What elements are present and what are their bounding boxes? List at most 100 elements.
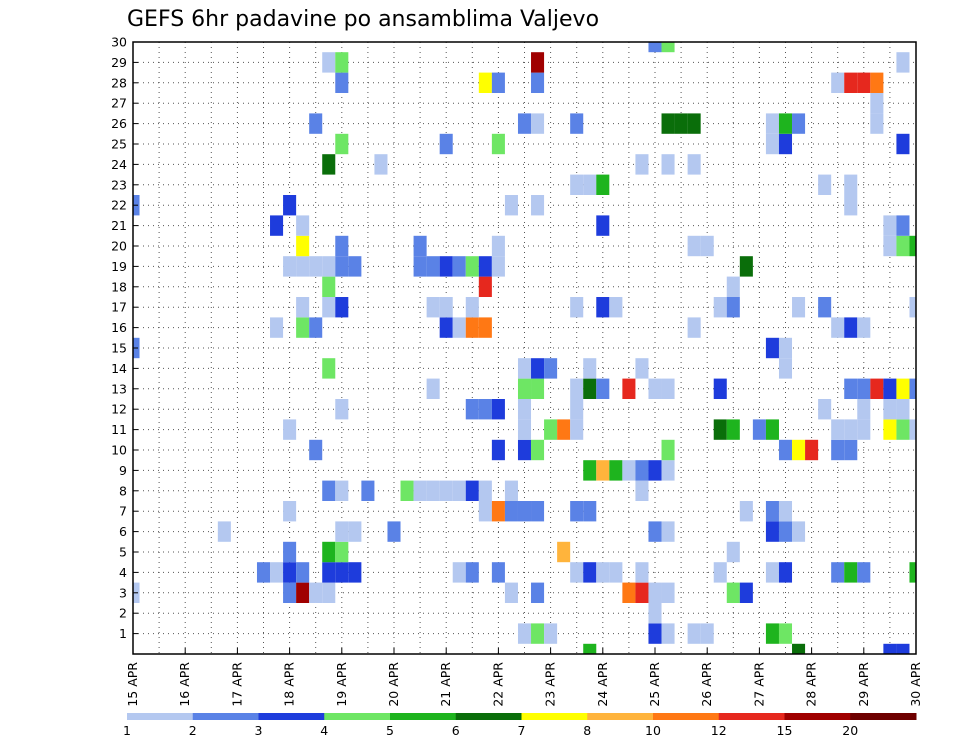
- heatmap-cell: [309, 256, 323, 277]
- heatmap-cell: [557, 419, 571, 440]
- heatmap-cell: [557, 541, 571, 563]
- heatmap-cell: [478, 501, 492, 522]
- x-tick-label: 15 APR: [125, 662, 140, 707]
- heatmap-cell: [648, 378, 662, 399]
- y-axis-ticks: 1234567891011121314151617181920212223242…: [111, 35, 138, 641]
- heatmap-cell: [909, 297, 916, 318]
- heatmap-cell: [439, 133, 453, 155]
- heatmap-cell: [857, 562, 871, 583]
- heatmap-cell: [504, 501, 518, 522]
- heatmap-cell: [831, 439, 845, 461]
- heatmap-cell: [270, 317, 284, 338]
- heatmap-cell: [570, 297, 584, 318]
- heatmap-cell: [739, 501, 753, 522]
- heatmap-cell: [687, 113, 701, 134]
- heatmap-cell: [831, 72, 845, 93]
- legend-label: 15: [777, 723, 793, 738]
- heatmap-cell: [309, 439, 323, 461]
- heatmap-cell: [335, 52, 349, 73]
- heatmap-cell: [765, 133, 779, 155]
- x-tick-label: 19 APR: [334, 662, 349, 707]
- heatmap-cell: [687, 623, 701, 644]
- heatmap-cell: [792, 643, 806, 654]
- heatmap-cell: [452, 317, 466, 338]
- heatmap-cell: [844, 72, 858, 93]
- heatmap-cell: [426, 378, 440, 399]
- heatmap-cell: [818, 297, 832, 318]
- heatmap-cell: [335, 256, 349, 277]
- legend-swatch: [521, 713, 588, 720]
- heatmap-cell: [648, 582, 662, 603]
- heatmap-cell: [648, 460, 662, 481]
- legend-label: 6: [452, 723, 460, 738]
- x-tick-label: 18 APR: [282, 662, 297, 707]
- heatmap-cell: [517, 378, 532, 399]
- x-tick-label: 20 APR: [386, 662, 401, 707]
- color-legend: 1 2 3 4 5 6 7 8 10 12 15 20: [123, 713, 917, 738]
- heatmap-cell: [413, 256, 427, 277]
- heatmap-cell: [322, 582, 336, 603]
- heatmap-cell: [726, 297, 740, 318]
- y-tick-label: 24: [111, 157, 127, 172]
- heatmap-cell: [661, 113, 675, 134]
- heatmap-cell: [857, 317, 871, 338]
- heatmap-cell: [622, 582, 636, 603]
- heatmap-cell: [778, 623, 793, 644]
- legend-label: 12: [711, 723, 727, 738]
- heatmap-cell: [531, 52, 545, 73]
- y-tick-label: 19: [111, 259, 127, 274]
- heatmap-cell: [726, 419, 740, 440]
- heatmap-cell: [517, 501, 532, 522]
- legend-swatch: [324, 713, 391, 720]
- y-tick-label: 14: [111, 361, 127, 376]
- heatmap-cell: [335, 541, 349, 563]
- heatmap-cell: [439, 297, 453, 318]
- legend-swatch: [784, 713, 851, 720]
- heatmap-cell: [348, 256, 362, 277]
- heatmap-cell: [739, 582, 753, 603]
- heatmap-cell: [322, 256, 336, 277]
- heatmap-cell: [583, 378, 597, 399]
- heatmap-cell: [491, 439, 505, 461]
- heatmap-cell: [778, 113, 793, 134]
- heatmap-cell: [570, 378, 584, 399]
- heatmap-cell: [661, 582, 675, 603]
- heatmap-cell: [531, 501, 545, 522]
- heatmap-cell: [452, 480, 466, 501]
- heatmap-cell: [465, 480, 479, 501]
- heatmap-cell: [504, 195, 518, 216]
- heatmap-cell: [687, 235, 701, 257]
- heatmap-cell: [296, 317, 310, 338]
- y-tick-label: 23: [111, 177, 127, 192]
- heatmap-cell: [531, 72, 545, 93]
- heatmap-cell: [831, 419, 845, 440]
- heatmap-cell: [491, 256, 505, 277]
- heatmap-cell: [296, 562, 310, 583]
- heatmap-cell: [531, 623, 545, 644]
- legend-swatch: [192, 713, 259, 720]
- y-tick-label: 30: [111, 35, 127, 50]
- heatmap-cell: [896, 235, 910, 257]
- y-tick-label: 18: [111, 279, 127, 294]
- heatmap-cell: [583, 562, 597, 583]
- heatmap-cell: [778, 439, 793, 461]
- heatmap-cell: [752, 419, 766, 440]
- heatmap-cell: [726, 541, 740, 563]
- heatmap-cell: [661, 521, 675, 542]
- heatmap-cell: [687, 154, 701, 175]
- heatmap-cell: [439, 256, 453, 277]
- heatmap-cell: [596, 562, 610, 583]
- y-tick-label: 26: [111, 116, 127, 131]
- heatmap-cell: [531, 113, 545, 134]
- heatmap-cell: [322, 276, 336, 297]
- x-tick-label: 16 APR: [177, 662, 192, 707]
- heatmap-cell: [765, 623, 779, 644]
- heatmap-cell: [570, 419, 584, 440]
- heatmap-cell: [309, 582, 323, 603]
- heatmap-cell: [322, 358, 336, 379]
- heatmap-cell: [322, 52, 336, 73]
- y-tick-label: 22: [111, 198, 127, 213]
- heatmap-cell: [465, 562, 479, 583]
- heatmap-cell: [792, 297, 806, 318]
- x-tick-label: 23 APR: [543, 662, 558, 707]
